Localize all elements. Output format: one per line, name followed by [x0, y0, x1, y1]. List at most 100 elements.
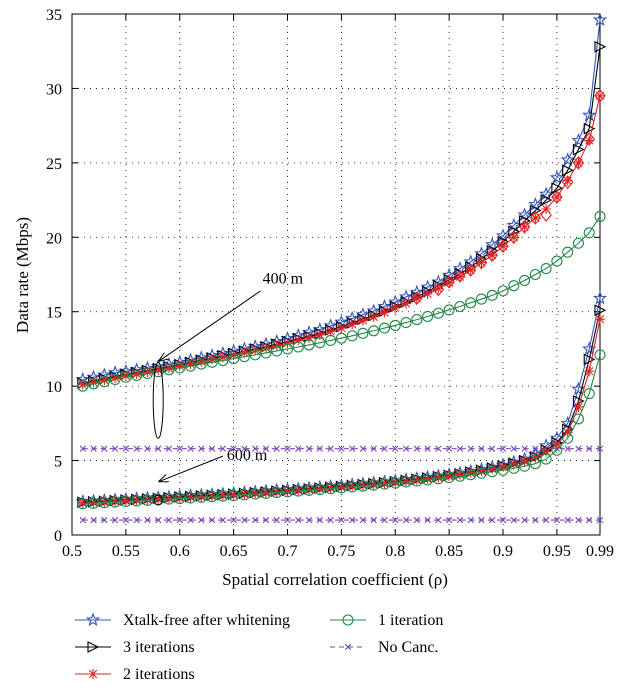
data-point — [594, 89, 606, 103]
annotation-600m: 600 m — [227, 447, 268, 464]
data-point — [594, 304, 607, 317]
arrow-600m — [159, 455, 224, 481]
legend-item: 2 iterations — [75, 666, 195, 683]
y-tick-label: 0 — [54, 528, 62, 545]
data-point — [305, 445, 313, 452]
data-point — [370, 445, 377, 452]
data-point — [230, 445, 237, 452]
series-400m-circle — [77, 210, 606, 392]
data-point — [314, 483, 325, 494]
data-point — [131, 368, 142, 379]
legend-label: 3 iterations — [123, 639, 195, 656]
data-point — [573, 401, 584, 412]
data-point — [163, 364, 175, 376]
group-ellipse-600m — [153, 494, 163, 506]
data-point — [454, 300, 466, 313]
data-point — [357, 327, 369, 339]
data-point — [249, 488, 261, 500]
data-point — [443, 471, 455, 484]
data-point — [413, 445, 421, 452]
data-point — [184, 360, 197, 372]
data-point — [185, 492, 196, 503]
y-tick-label: 5 — [54, 454, 62, 471]
data-point — [155, 445, 162, 452]
data-point — [583, 122, 596, 135]
data-point — [206, 356, 218, 368]
data-point — [207, 354, 218, 365]
data-point — [165, 445, 173, 452]
data-point — [325, 482, 336, 493]
data-point — [551, 255, 563, 267]
data-point — [368, 325, 380, 337]
data-point — [378, 478, 391, 490]
grid — [72, 14, 600, 535]
data-point — [131, 369, 143, 381]
series-line — [82, 319, 601, 504]
data-point — [325, 334, 337, 346]
y-tick-label: 30 — [46, 81, 62, 98]
data-point — [549, 170, 565, 184]
data-point — [174, 492, 186, 505]
data-point — [595, 314, 605, 325]
series-600m-circle — [77, 349, 606, 510]
data-point — [508, 280, 520, 292]
data-point — [347, 481, 358, 492]
data-point — [454, 271, 465, 282]
data-point — [519, 460, 531, 472]
data-point — [98, 497, 110, 509]
data-point — [144, 445, 151, 452]
data-point — [184, 492, 197, 504]
data-point — [485, 237, 500, 251]
data-point — [592, 290, 608, 305]
data-point — [120, 495, 131, 506]
data-point — [271, 345, 283, 357]
data-point — [88, 378, 100, 390]
data-point — [163, 363, 174, 374]
data-point — [219, 445, 227, 452]
data-point — [198, 516, 205, 524]
data-point — [90, 516, 97, 524]
data-point — [250, 488, 261, 499]
data-point — [400, 476, 412, 488]
data-point — [185, 358, 196, 369]
data-point — [595, 90, 605, 101]
legend-label: 1 iteration — [378, 612, 443, 629]
x-tick-label: 0.7 — [278, 543, 298, 560]
data-point — [348, 516, 356, 524]
data-point — [529, 211, 542, 225]
data-point — [424, 445, 431, 452]
data-point — [368, 311, 379, 322]
data-point — [528, 196, 543, 211]
data-point — [594, 40, 607, 53]
data-point — [390, 302, 401, 313]
data-point — [529, 268, 541, 281]
data-point — [478, 445, 485, 452]
legend-item: Xtalk-free after whitening — [75, 612, 290, 629]
data-point — [564, 516, 571, 524]
legend-label: Xtalk-free after whitening — [123, 612, 290, 629]
data-point — [262, 445, 270, 452]
data-point — [359, 516, 367, 524]
data-point — [586, 516, 593, 524]
data-point — [424, 516, 431, 524]
x-tick-label: 0.95 — [543, 543, 571, 560]
data-point — [99, 496, 110, 507]
data-point — [295, 445, 302, 452]
data-point — [120, 370, 131, 381]
data-point — [88, 497, 99, 508]
data-point — [176, 516, 183, 524]
data-point — [304, 484, 315, 495]
data-point — [432, 282, 445, 297]
data-point — [432, 307, 444, 319]
data-point — [187, 445, 194, 452]
data-point — [467, 516, 474, 524]
data-point — [284, 445, 291, 452]
data-point — [465, 297, 477, 309]
legend-label: 2 iterations — [123, 666, 195, 683]
data-point — [572, 237, 584, 249]
data-point — [217, 354, 229, 367]
data-point — [497, 239, 509, 254]
data-point — [583, 353, 596, 366]
data-point — [174, 361, 185, 372]
data-point — [497, 285, 509, 297]
